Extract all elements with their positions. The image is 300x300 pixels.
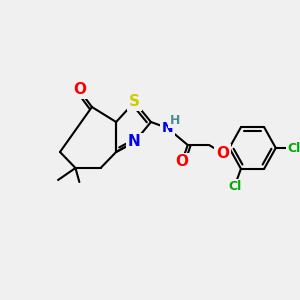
Text: S: S (129, 94, 140, 110)
Text: O: O (73, 82, 86, 98)
Text: H: H (170, 113, 180, 127)
Text: O: O (176, 154, 188, 169)
Text: N: N (128, 134, 141, 149)
Text: Cl: Cl (287, 142, 300, 154)
Text: N: N (162, 121, 173, 135)
Text: O: O (216, 146, 229, 160)
Text: Cl: Cl (229, 180, 242, 193)
